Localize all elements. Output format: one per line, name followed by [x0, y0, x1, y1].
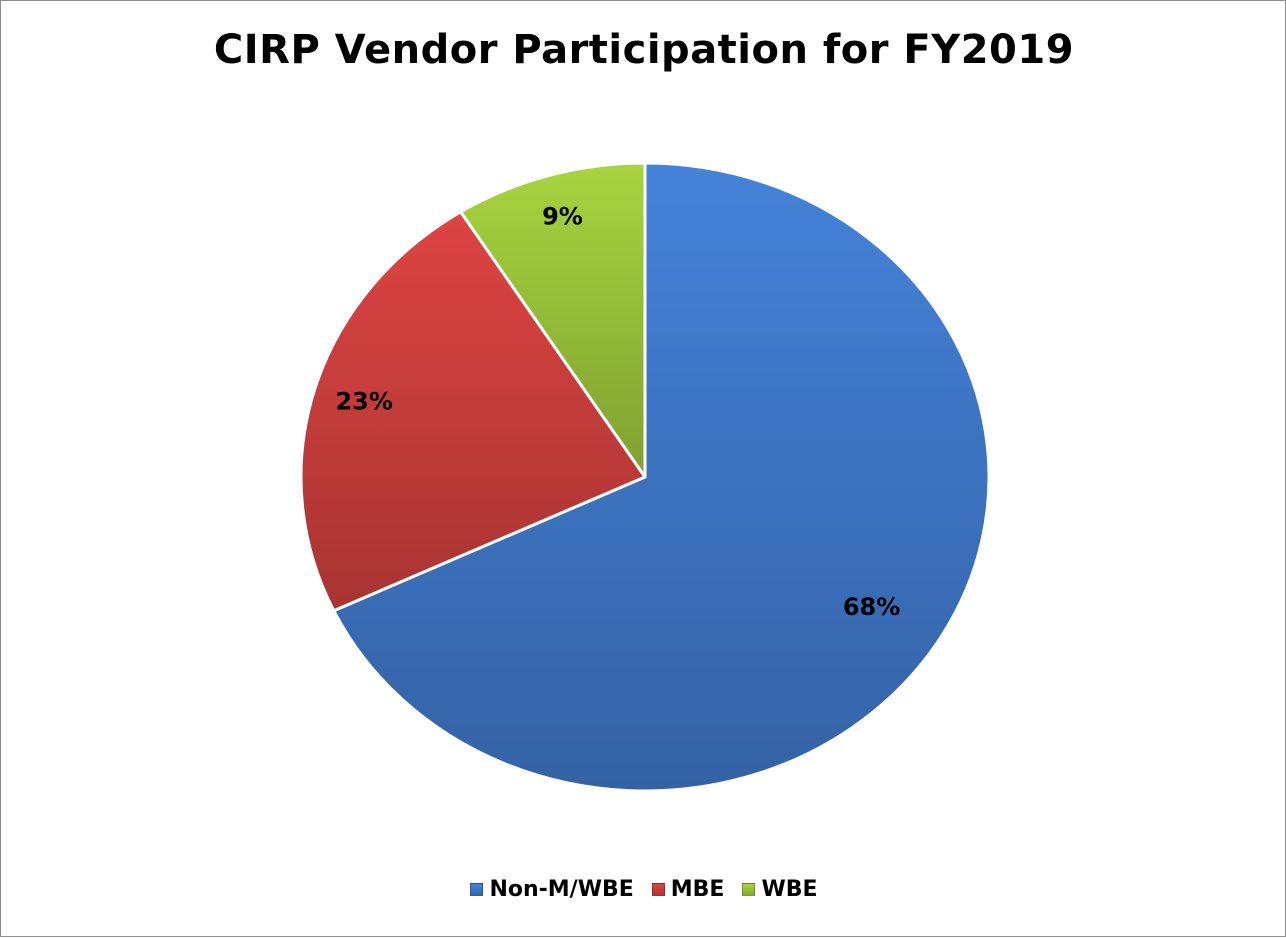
data-label-mbe: 23%: [335, 388, 392, 416]
legend-item-wbe: WBE: [742, 877, 818, 902]
pie-slice-mbe: [299, 210, 647, 613]
pie-slice-non-m-wbe: [332, 161, 991, 793]
legend-swatch: [742, 883, 756, 896]
legend-swatch: [651, 883, 665, 896]
legend-label: MBE: [670, 877, 725, 902]
chart-title: CIRP Vendor Participation for FY2019: [213, 27, 1075, 73]
legend-label: WBE: [761, 877, 818, 902]
data-label-wbe: 9%: [542, 203, 583, 231]
legend-item-non-m-wbe: Non-M/WBE: [470, 877, 634, 902]
legend-label: Non-M/WBE: [489, 877, 634, 902]
legend-swatch: [470, 883, 484, 896]
legend: Non-M/WBE MBE WBE: [1, 877, 1286, 902]
pie-slice-wbe: [459, 161, 647, 479]
data-label-non-m-wbe: 68%: [843, 593, 900, 621]
legend-item-mbe: MBE: [651, 877, 725, 902]
